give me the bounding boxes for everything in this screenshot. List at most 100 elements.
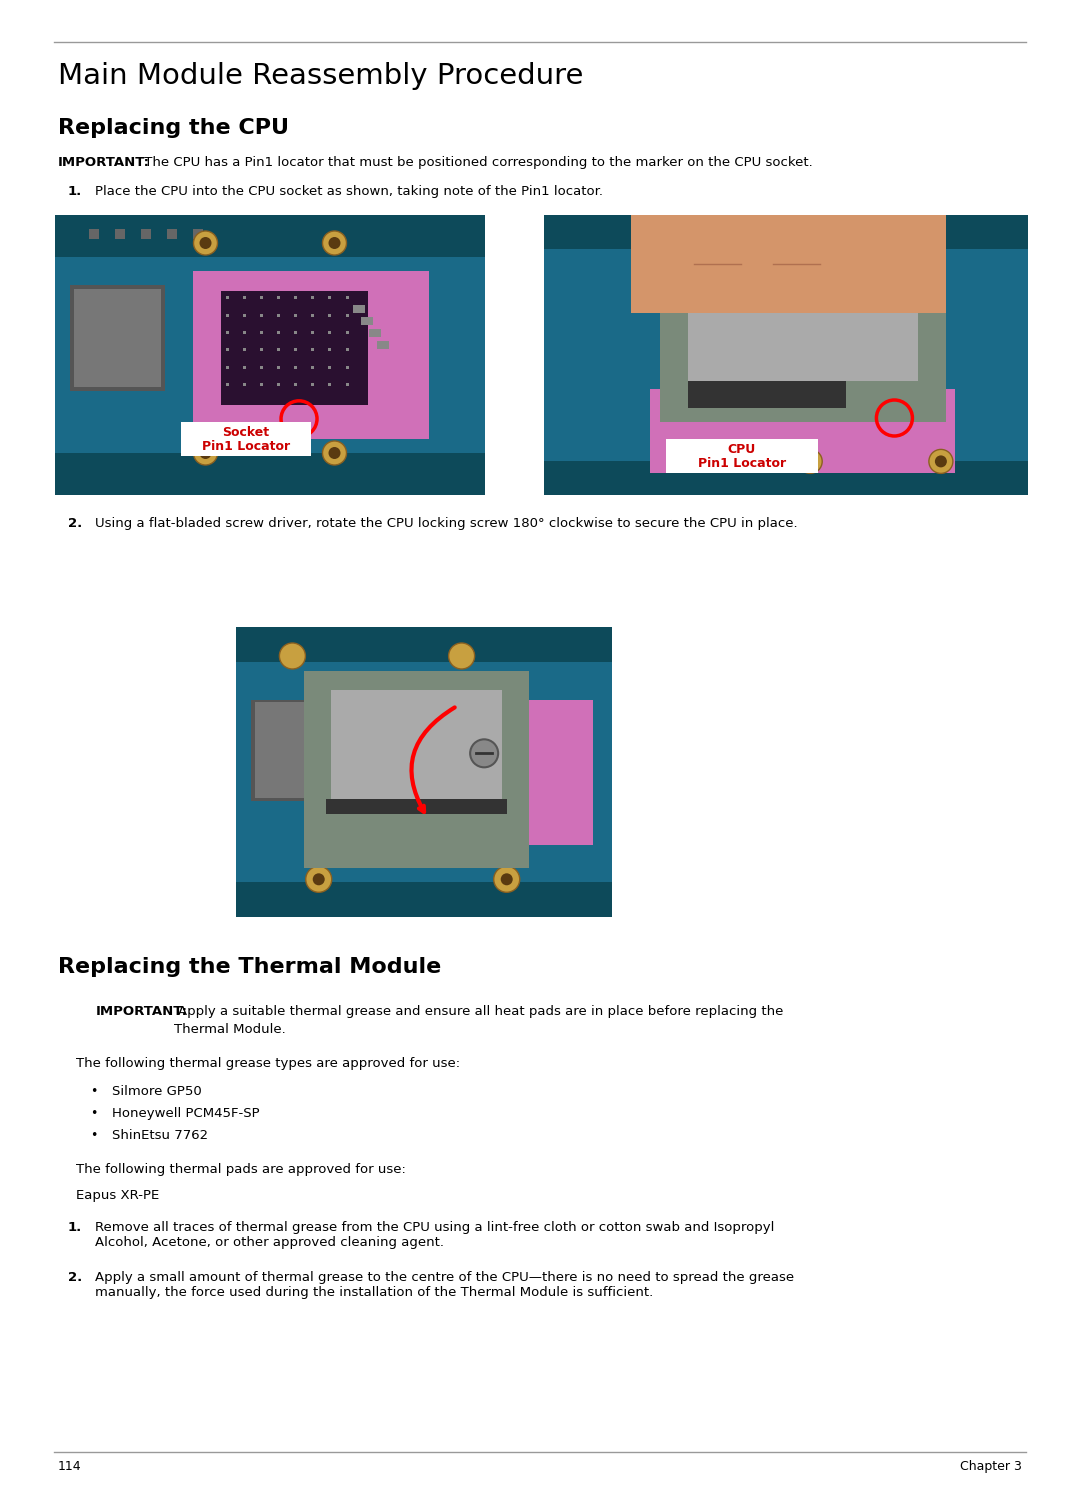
Circle shape [328, 448, 340, 460]
Bar [311, 348, 314, 351]
Circle shape [494, 866, 519, 892]
Text: 2.: 2. [68, 517, 82, 531]
Bar [328, 331, 332, 334]
Bar [362, 316, 374, 325]
Bar [346, 331, 349, 334]
Text: 114: 114 [58, 1461, 82, 1473]
Circle shape [448, 643, 474, 668]
Bar [260, 296, 264, 299]
Bar [278, 366, 280, 369]
Bar [369, 328, 381, 337]
Bar [75, 289, 161, 387]
Bar [255, 703, 315, 798]
Text: Replacing the CPU: Replacing the CPU [58, 118, 289, 138]
Bar [294, 348, 297, 351]
Bar [330, 689, 502, 798]
Bar [221, 292, 367, 405]
Bar [377, 340, 390, 349]
Bar [328, 348, 332, 351]
Circle shape [805, 455, 816, 467]
Bar [311, 331, 314, 334]
Bar [237, 627, 612, 916]
Bar [192, 228, 203, 239]
Bar [226, 313, 229, 316]
Bar [665, 438, 819, 473]
Bar [237, 881, 612, 916]
Bar [260, 313, 264, 316]
Text: Place the CPU into the CPU socket as shown, taking note of the Pin1 locator.: Place the CPU into the CPU socket as sho… [95, 184, 603, 198]
Text: Using a flat-bladed screw driver, rotate the CPU locking screw 180° clockwise to: Using a flat-bladed screw driver, rotate… [95, 517, 798, 531]
Bar [303, 670, 529, 868]
Bar [251, 700, 319, 801]
Bar [278, 296, 280, 299]
Bar [346, 348, 349, 351]
Bar [326, 798, 507, 815]
Circle shape [501, 874, 513, 886]
Bar [328, 366, 332, 369]
Text: •: • [90, 1086, 97, 1098]
Bar [663, 215, 719, 274]
Circle shape [935, 455, 947, 467]
Bar [243, 331, 246, 334]
Bar [328, 383, 332, 386]
Circle shape [323, 442, 347, 466]
Bar [688, 381, 846, 408]
Circle shape [200, 237, 212, 249]
Bar [55, 215, 485, 494]
Bar [260, 331, 264, 334]
Bar [243, 348, 246, 351]
Text: Main Module Reassembly Procedure: Main Module Reassembly Procedure [58, 62, 583, 91]
Circle shape [193, 231, 217, 256]
Bar [237, 627, 612, 662]
Bar [311, 296, 314, 299]
Text: Socket: Socket [222, 426, 269, 438]
Text: Chapter 3: Chapter 3 [960, 1461, 1022, 1473]
Bar [260, 348, 264, 351]
Bar [294, 383, 297, 386]
Text: Apply a small amount of thermal grease to the centre of the CPU—there is no need: Apply a small amount of thermal grease t… [95, 1272, 794, 1299]
Circle shape [323, 231, 347, 256]
Bar [243, 313, 246, 316]
Bar [688, 293, 918, 381]
Circle shape [306, 866, 332, 892]
Text: Pin1 Locator: Pin1 Locator [698, 457, 786, 470]
Bar [90, 228, 99, 239]
Bar [226, 331, 229, 334]
Bar [226, 366, 229, 369]
Bar [311, 366, 314, 369]
Bar [55, 454, 485, 494]
Circle shape [929, 449, 953, 473]
Bar [311, 313, 314, 316]
Text: The following thermal grease types are approved for use:: The following thermal grease types are a… [76, 1057, 460, 1070]
Bar [116, 228, 125, 239]
Bar [544, 215, 1028, 494]
Bar [243, 383, 246, 386]
Text: Eapus XR-PE: Eapus XR-PE [76, 1188, 159, 1202]
Text: IMPORTANT:: IMPORTANT: [96, 1005, 188, 1018]
Text: The following thermal pads are approved for use:: The following thermal pads are approved … [76, 1163, 406, 1176]
Bar [166, 228, 177, 239]
Bar [353, 304, 365, 313]
Bar [243, 366, 246, 369]
Text: •: • [90, 1107, 97, 1120]
Text: Pin1 Locator: Pin1 Locator [202, 440, 289, 454]
Circle shape [200, 448, 212, 460]
Text: Remove all traces of thermal grease from the CPU using a lint-free cloth or cott: Remove all traces of thermal grease from… [95, 1222, 774, 1249]
Bar [141, 228, 151, 239]
Bar [55, 215, 485, 257]
Circle shape [470, 739, 498, 767]
Bar [226, 383, 229, 386]
Circle shape [193, 442, 217, 466]
Bar [650, 389, 956, 473]
Text: ShinEtsu 7762: ShinEtsu 7762 [112, 1129, 208, 1142]
Bar [346, 366, 349, 369]
Bar [260, 366, 264, 369]
Bar [311, 383, 314, 386]
Bar [346, 313, 349, 316]
Bar [192, 271, 429, 438]
Bar [328, 313, 332, 316]
Bar [226, 296, 229, 299]
Circle shape [313, 874, 325, 886]
Bar [544, 215, 1028, 248]
Text: Thermal Module.: Thermal Module. [174, 1024, 286, 1036]
